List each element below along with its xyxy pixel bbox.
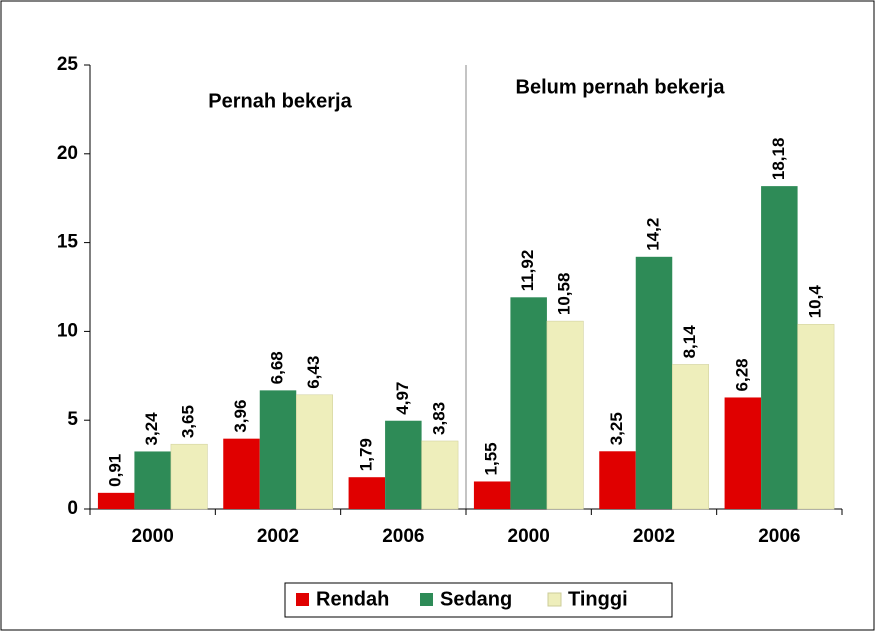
value-label: 6,68 bbox=[267, 351, 286, 384]
value-label: 1,55 bbox=[482, 442, 501, 475]
bar bbox=[724, 397, 762, 509]
x-tick-label: 2000 bbox=[508, 526, 550, 547]
legend-swatch bbox=[547, 592, 562, 607]
y-tick-label: 25 bbox=[57, 54, 79, 75]
value-label: 10,58 bbox=[555, 273, 574, 316]
bar bbox=[672, 364, 709, 510]
bar bbox=[170, 443, 208, 510]
value-label: 4,97 bbox=[393, 382, 412, 415]
bar bbox=[348, 477, 386, 509]
x-tick-label: 2002 bbox=[633, 526, 675, 547]
x-tick-label: 2006 bbox=[382, 526, 424, 547]
y-tick-label: 20 bbox=[57, 143, 78, 164]
annotation: Pernah bekerja bbox=[208, 90, 352, 112]
bar bbox=[797, 324, 835, 510]
annotation: Belum pernah bekerja bbox=[516, 76, 726, 98]
x-tick-label: 2000 bbox=[132, 526, 174, 547]
legend-swatch bbox=[420, 593, 433, 606]
value-label: 10,4 bbox=[805, 285, 824, 319]
value-label: 18,18 bbox=[769, 138, 788, 181]
y-tick-label: 0 bbox=[67, 498, 78, 519]
value-label: 11,92 bbox=[518, 250, 537, 292]
legend-box bbox=[284, 582, 673, 618]
legend-swatch bbox=[296, 593, 309, 606]
x-tick-label: 2002 bbox=[257, 526, 299, 547]
bar bbox=[635, 256, 673, 509]
bar bbox=[510, 297, 547, 509]
bar bbox=[223, 438, 260, 509]
value-label: 3,83 bbox=[429, 402, 448, 435]
value-label: 3,65 bbox=[179, 405, 198, 438]
value-label: 0,91 bbox=[106, 454, 125, 487]
value-label: 3,24 bbox=[142, 412, 161, 446]
bar bbox=[761, 186, 798, 509]
legend-label: Rendah bbox=[316, 588, 389, 610]
value-label: 6,28 bbox=[732, 358, 751, 391]
bar bbox=[296, 394, 333, 510]
value-label: 1,79 bbox=[356, 438, 375, 471]
legend-label: Sedang bbox=[440, 588, 512, 610]
value-label: 3,96 bbox=[231, 400, 250, 433]
bar bbox=[546, 320, 584, 510]
bar bbox=[473, 481, 511, 509]
bar bbox=[385, 420, 422, 509]
bar bbox=[599, 451, 636, 509]
y-tick-label: 5 bbox=[67, 409, 78, 430]
y-tick-label: 15 bbox=[57, 232, 79, 253]
value-label: 14,2 bbox=[643, 218, 662, 251]
bar bbox=[134, 451, 171, 509]
bar bbox=[259, 390, 297, 509]
y-tick-label: 10 bbox=[57, 320, 78, 341]
bar bbox=[97, 492, 135, 509]
value-label: 3,25 bbox=[607, 412, 626, 445]
value-label: 6,43 bbox=[304, 356, 323, 389]
legend-label: Tinggi bbox=[568, 588, 628, 610]
x-tick-label: 2006 bbox=[758, 526, 800, 547]
bar bbox=[421, 440, 459, 510]
value-label: 8,14 bbox=[680, 325, 699, 359]
